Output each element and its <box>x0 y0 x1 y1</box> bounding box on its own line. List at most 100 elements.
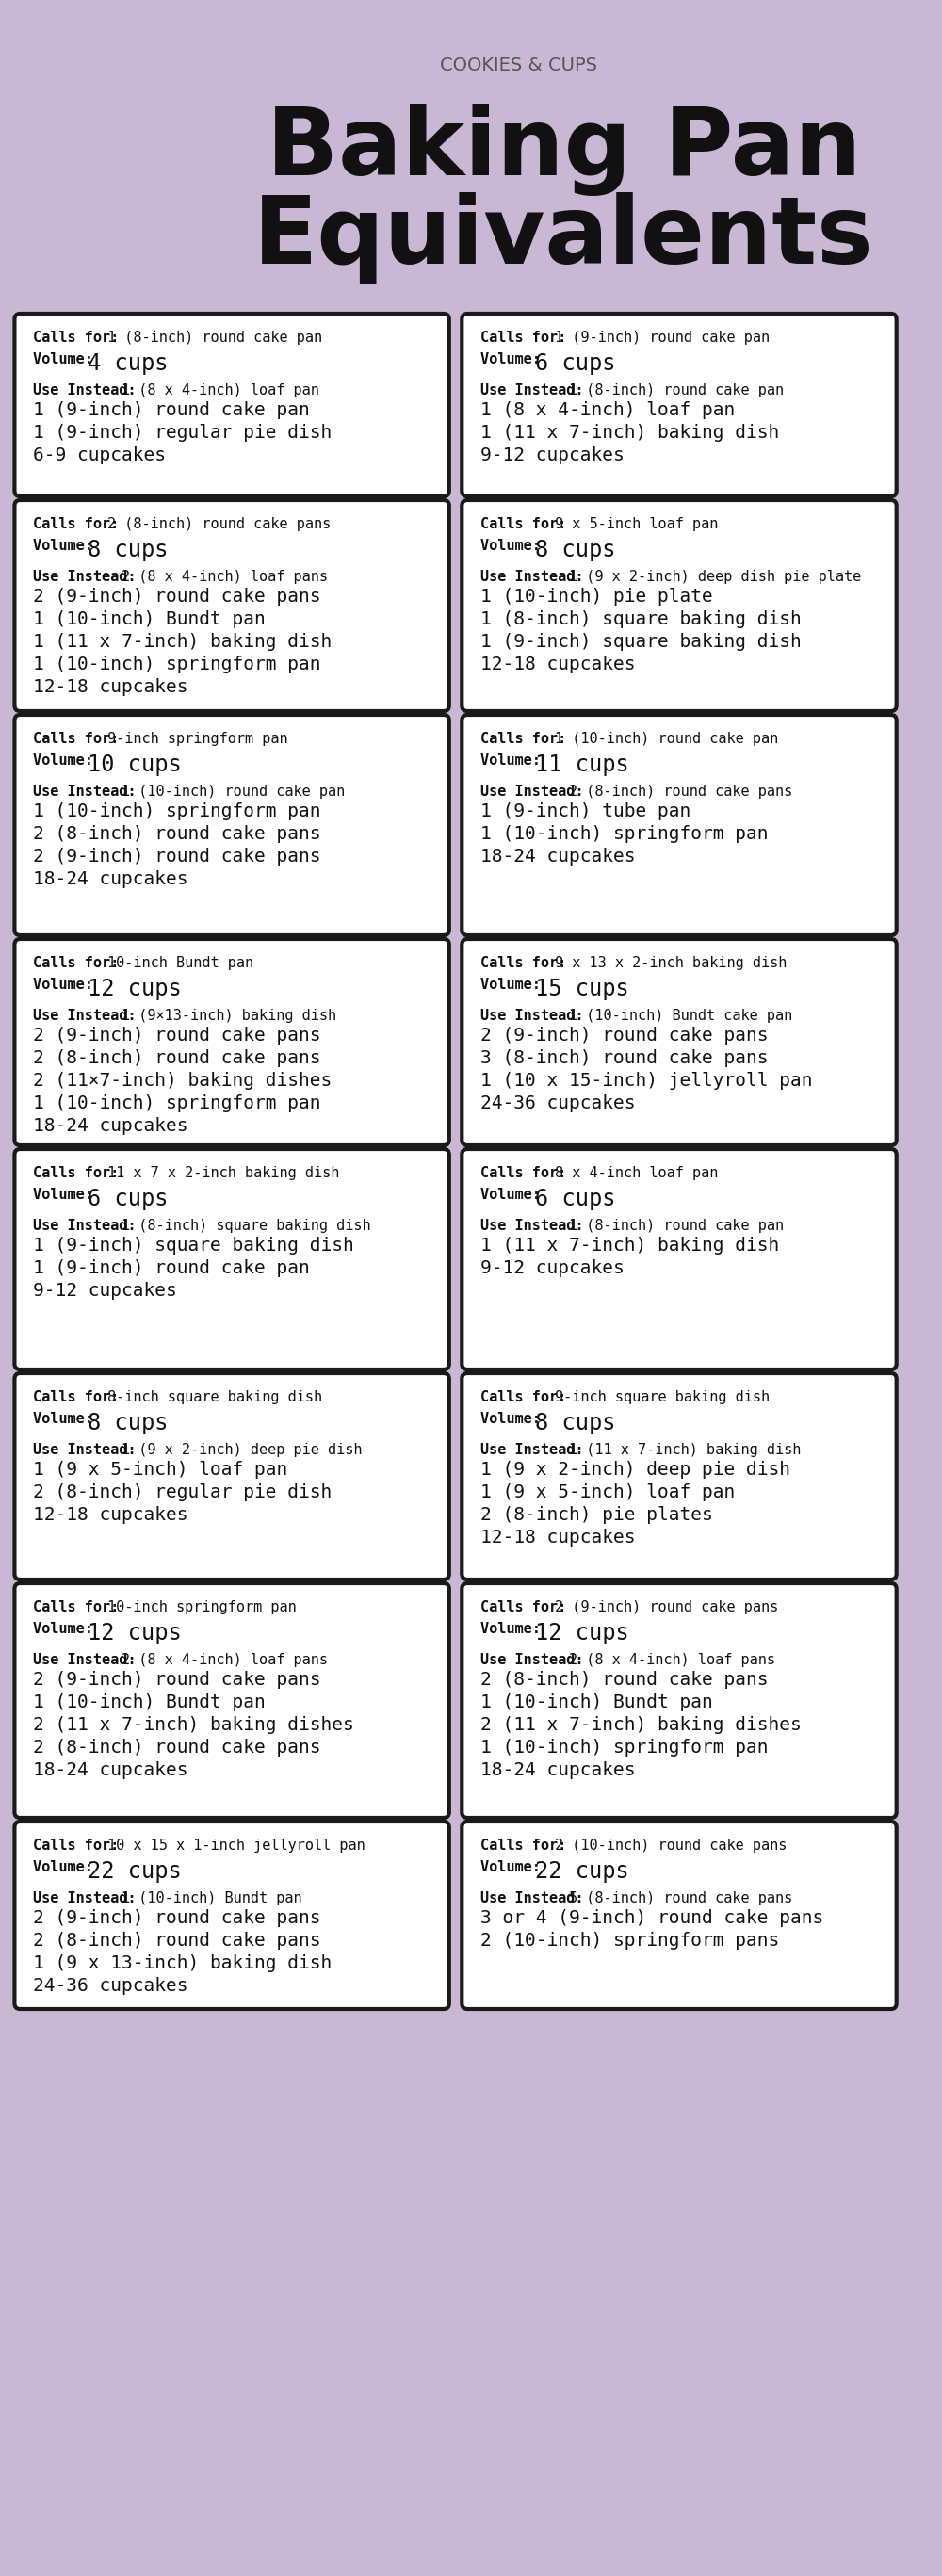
Text: 9 x 13 x 2-inch baking dish: 9 x 13 x 2-inch baking dish <box>555 956 788 971</box>
Text: 6 cups: 6 cups <box>535 353 615 376</box>
Text: 1 (8-inch) round cake pan: 1 (8-inch) round cake pan <box>569 384 784 397</box>
Text: 12 cups: 12 cups <box>535 1623 628 1643</box>
Text: 1 (11 x 7-inch) baking dish: 1 (11 x 7-inch) baking dish <box>33 634 332 652</box>
Text: 1 (9 x 2-inch) deep pie dish: 1 (9 x 2-inch) deep pie dish <box>480 1461 790 1479</box>
FancyBboxPatch shape <box>462 500 897 711</box>
Text: Calls for:: Calls for: <box>480 1600 575 1615</box>
Text: 1 (9-inch) round cake pan: 1 (9-inch) round cake pan <box>555 330 770 345</box>
Text: 18-24 cupcakes: 18-24 cupcakes <box>33 1118 187 1136</box>
Text: Volume:: Volume: <box>33 538 102 554</box>
Text: 1 (9-inch) square baking dish: 1 (9-inch) square baking dish <box>480 634 801 652</box>
Text: 1 (10-inch) pie plate: 1 (10-inch) pie plate <box>480 587 712 605</box>
Text: 2 (9-inch) round cake pans: 2 (9-inch) round cake pans <box>33 848 320 866</box>
Text: Use Instead:: Use Instead: <box>33 1891 144 1906</box>
Text: Calls for:: Calls for: <box>480 330 575 345</box>
Text: 10 x 15 x 1-inch jellyroll pan: 10 x 15 x 1-inch jellyroll pan <box>107 1839 365 1852</box>
Text: 12 cups: 12 cups <box>88 979 181 999</box>
Text: Calls for:: Calls for: <box>480 1839 575 1852</box>
FancyBboxPatch shape <box>14 1584 449 1819</box>
FancyBboxPatch shape <box>14 716 449 935</box>
Text: 1 (10-inch) Bundt cake pan: 1 (10-inch) Bundt cake pan <box>569 1010 792 1023</box>
Text: 6 cups: 6 cups <box>88 1188 168 1211</box>
Text: Calls for:: Calls for: <box>480 1167 575 1180</box>
Text: Use Instead:: Use Instead: <box>33 1443 144 1458</box>
Text: 1 (9×13-inch) baking dish: 1 (9×13-inch) baking dish <box>122 1010 336 1023</box>
Text: 22 cups: 22 cups <box>535 1860 628 1883</box>
Text: Volume:: Volume: <box>480 538 549 554</box>
Text: Calls for:: Calls for: <box>33 518 127 531</box>
Text: 9-12 cupcakes: 9-12 cupcakes <box>33 1283 176 1301</box>
Text: Calls for:: Calls for: <box>480 1391 575 1404</box>
Text: 1 (10-inch) springform pan: 1 (10-inch) springform pan <box>480 824 768 842</box>
Text: 2 (8-inch) round cake pans: 2 (8-inch) round cake pans <box>569 786 792 799</box>
Text: 2 (10-inch) springform pans: 2 (10-inch) springform pans <box>480 1932 779 1950</box>
Text: 3 (8-inch) round cake pans: 3 (8-inch) round cake pans <box>480 1048 768 1066</box>
Text: 2 (8-inch) round cake pans: 2 (8-inch) round cake pans <box>33 1048 320 1066</box>
Text: 2 (8-inch) round cake pans: 2 (8-inch) round cake pans <box>480 1672 768 1690</box>
Text: 1 (9 x 5-inch) loaf pan: 1 (9 x 5-inch) loaf pan <box>480 1484 735 1502</box>
Text: 9-12 cupcakes: 9-12 cupcakes <box>480 446 624 464</box>
Text: Calls for:: Calls for: <box>33 1839 127 1852</box>
Text: Use Instead:: Use Instead: <box>33 569 144 585</box>
Text: Volume:: Volume: <box>33 755 102 768</box>
Text: 1 (10-inch) springform pan: 1 (10-inch) springform pan <box>33 1095 320 1113</box>
Text: Calls for:: Calls for: <box>33 956 127 971</box>
Text: 1 (8-inch) square baking dish: 1 (8-inch) square baking dish <box>480 611 801 629</box>
Text: Calls for:: Calls for: <box>480 956 575 971</box>
Text: 2 (8-inch) regular pie dish: 2 (8-inch) regular pie dish <box>33 1484 332 1502</box>
Text: 1 (10-inch) round cake pan: 1 (10-inch) round cake pan <box>555 732 778 747</box>
Text: Calls for:: Calls for: <box>33 330 127 345</box>
Text: 2 (8-inch) round cake pans: 2 (8-inch) round cake pans <box>33 824 320 842</box>
Text: Use Instead:: Use Instead: <box>480 1443 592 1458</box>
Text: 1 (9-inch) round cake pan: 1 (9-inch) round cake pan <box>33 1260 309 1278</box>
FancyBboxPatch shape <box>462 314 897 497</box>
Text: Calls for:: Calls for: <box>33 1167 127 1180</box>
FancyBboxPatch shape <box>462 716 897 935</box>
Text: 1 (9 x 2-inch) deep pie dish: 1 (9 x 2-inch) deep pie dish <box>122 1443 362 1458</box>
Text: 2 (11×7-inch) baking dishes: 2 (11×7-inch) baking dishes <box>33 1072 332 1090</box>
Text: 8 cups: 8 cups <box>535 538 615 562</box>
Text: Volume:: Volume: <box>480 353 549 366</box>
Text: 6-9 cupcakes: 6-9 cupcakes <box>33 446 166 464</box>
FancyBboxPatch shape <box>14 314 449 497</box>
Text: 1 (11 x 7-inch) baking dish: 1 (11 x 7-inch) baking dish <box>480 425 779 440</box>
Text: 2 (9-inch) round cake pans: 2 (9-inch) round cake pans <box>33 587 320 605</box>
Text: 5 (8-inch) round cake pans: 5 (8-inch) round cake pans <box>569 1891 792 1906</box>
Text: Use Instead:: Use Instead: <box>33 786 144 799</box>
FancyBboxPatch shape <box>462 1149 897 1370</box>
FancyBboxPatch shape <box>462 1584 897 1819</box>
Text: 2 (8 x 4-inch) loaf pans: 2 (8 x 4-inch) loaf pans <box>569 1654 775 1667</box>
Text: 18-24 cupcakes: 18-24 cupcakes <box>480 1762 635 1780</box>
FancyBboxPatch shape <box>14 940 449 1146</box>
Text: Use Instead:: Use Instead: <box>33 1010 144 1023</box>
Text: Volume:: Volume: <box>480 979 549 992</box>
Text: 1 (9-inch) round cake pan: 1 (9-inch) round cake pan <box>33 402 309 420</box>
Text: Calls for:: Calls for: <box>33 1391 127 1404</box>
Text: 10-inch springform pan: 10-inch springform pan <box>107 1600 297 1615</box>
Text: 1 (10-inch) Bundt pan: 1 (10-inch) Bundt pan <box>33 1692 265 1710</box>
Text: Volume:: Volume: <box>480 755 549 768</box>
Text: 1 (11 x 7-inch) baking dish: 1 (11 x 7-inch) baking dish <box>480 1236 779 1255</box>
Text: Use Instead:: Use Instead: <box>480 1891 592 1906</box>
Text: Use Instead:: Use Instead: <box>480 1218 592 1234</box>
Text: Volume:: Volume: <box>480 1860 549 1875</box>
FancyBboxPatch shape <box>14 500 449 711</box>
Text: 1 (10 x 15-inch) jellyroll pan: 1 (10 x 15-inch) jellyroll pan <box>480 1072 812 1090</box>
Text: Volume:: Volume: <box>33 1412 102 1427</box>
Text: 1 (8-inch) square baking dish: 1 (8-inch) square baking dish <box>122 1218 370 1234</box>
Text: 9-12 cupcakes: 9-12 cupcakes <box>480 1260 624 1278</box>
FancyBboxPatch shape <box>462 1821 897 2009</box>
Text: 4 cups: 4 cups <box>88 353 168 376</box>
Text: Use Instead:: Use Instead: <box>480 786 592 799</box>
Text: 12-18 cupcakes: 12-18 cupcakes <box>480 654 635 672</box>
Text: Use Instead:: Use Instead: <box>33 1654 144 1667</box>
Text: 10 cups: 10 cups <box>88 755 181 775</box>
Text: 1 (8-inch) round cake pan: 1 (8-inch) round cake pan <box>569 1218 784 1234</box>
Text: 9-inch square baking dish: 9-inch square baking dish <box>555 1391 770 1404</box>
Text: 24-36 cupcakes: 24-36 cupcakes <box>480 1095 635 1113</box>
Text: 1 (8 x 4-inch) loaf pan: 1 (8 x 4-inch) loaf pan <box>122 384 319 397</box>
Text: 1 (10-inch) springform pan: 1 (10-inch) springform pan <box>33 654 320 672</box>
Text: Use Instead:: Use Instead: <box>480 1010 592 1023</box>
Text: 12 cups: 12 cups <box>88 1623 181 1643</box>
Text: 8 x 4-inch loaf pan: 8 x 4-inch loaf pan <box>555 1167 719 1180</box>
